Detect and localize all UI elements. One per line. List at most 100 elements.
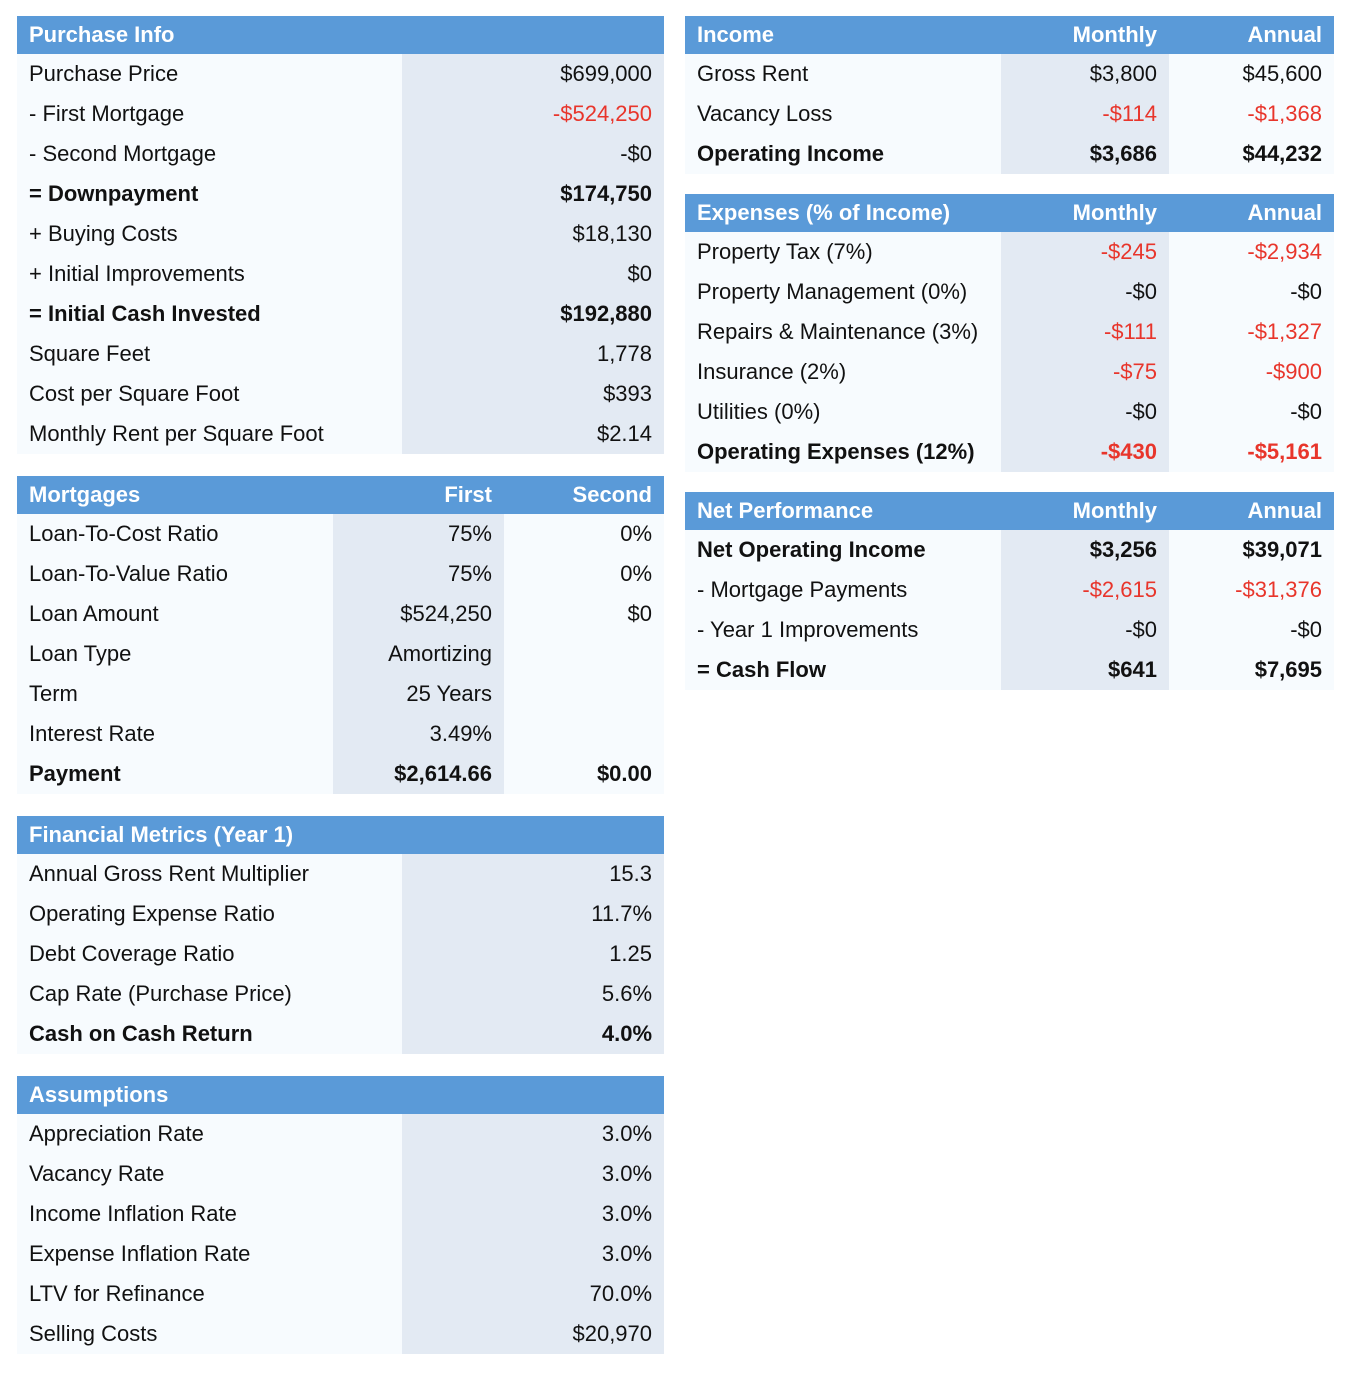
row-label: Vacancy Loss [697, 101, 833, 126]
table-row: Payment $2,614.66 $0.00 [17, 754, 664, 794]
table-row: Cost per Square Foot $393 [17, 374, 665, 414]
row-first: 75% [333, 514, 504, 554]
table-row: Selling Costs $20,970 [17, 1314, 665, 1354]
table-row: Square Feet 1,778 [17, 334, 665, 374]
expenses-col-monthly: Monthly [1001, 194, 1169, 232]
row-annual: $45,600 [1242, 61, 1322, 86]
purchase-info-table: Purchase Info Purchase Price $699,000- Fi… [17, 16, 665, 454]
row-annual: -$1,327 [1247, 319, 1322, 344]
table-row: Expense Inflation Rate 3.0% [17, 1234, 665, 1274]
assumptions-section: Assumptions Appreciation Rate 3.0% Vacancy… [17, 1076, 665, 1354]
row-label: LTV for Refinance [29, 1281, 205, 1306]
row-label: Square Feet [29, 341, 151, 366]
table-row: Purchase Price $699,000 [17, 54, 665, 94]
table-row: Operating Income $3,686 $44,232 [685, 134, 1334, 174]
row-annual: -$2,934 [1247, 239, 1322, 264]
row-second: 0% [620, 521, 652, 546]
table-row: - First Mortgage -$524,250 [17, 94, 665, 134]
row-monthly: -$111 [1001, 312, 1169, 352]
row-label: Payment [29, 761, 121, 786]
row-first: 75% [333, 554, 504, 594]
table-row: Loan-To-Cost Ratio 75% 0% [17, 514, 664, 554]
purchase-info-rows: Purchase Price $699,000 - First Mortgage -$… [17, 54, 665, 454]
row-label: Loan-To-Value Ratio [29, 561, 228, 586]
row-value: 70.0% [402, 1274, 665, 1314]
assumptions-table: Assumptions Appreciation Rate 3.0% Vacancy… [17, 1076, 665, 1354]
table-row: Term 25 Years [17, 674, 664, 714]
row-monthly: -$2,615 [1001, 570, 1169, 610]
mortgages-col-second: Second [504, 476, 664, 514]
table-row: Income Inflation Rate 3.0% [17, 1194, 665, 1234]
row-monthly: -$0 [1001, 610, 1169, 650]
financial-metrics-header: Financial Metrics (Year 1) [17, 816, 665, 854]
row-label: Operating Expenses (12%) [697, 439, 975, 464]
table-row: Operating Expenses (12%) -$430 -$5,161 [685, 432, 1334, 472]
row-label: Annual Gross Rent Multiplier [29, 861, 310, 886]
row-value: 1,778 [402, 334, 665, 374]
row-second: $0.00 [596, 761, 652, 786]
row-value: 3.0% [402, 1234, 665, 1274]
table-row: Appreciation Rate 3.0% [17, 1114, 665, 1154]
row-label: - Year 1 Improvements [697, 617, 919, 642]
row-second: 0% [620, 561, 652, 586]
row-value: $2.14 [402, 414, 665, 454]
row-value: $699,000 [402, 54, 665, 94]
table-row: Annual Gross Rent Multiplier 15.3 [17, 854, 665, 894]
row-annual: -$0 [1290, 399, 1322, 424]
table-row: - Second Mortgage -$0 [17, 134, 665, 174]
row-label: = Cash Flow [697, 657, 826, 682]
row-label: Appreciation Rate [29, 1121, 204, 1146]
net-performance-header: Net Performance Monthly Annual [685, 492, 1334, 530]
row-label: - First Mortgage [29, 101, 185, 126]
row-label: Vacancy Rate [29, 1161, 165, 1186]
purchase-info-header: Purchase Info [17, 16, 665, 54]
table-row: - Mortgage Payments -$2,615 -$31,376 [685, 570, 1334, 610]
table-row: Vacancy Rate 3.0% [17, 1154, 665, 1194]
row-value: $0 [402, 254, 665, 294]
row-label: Interest Rate [29, 721, 155, 746]
expenses-rows: Property Tax (7%) -$245 -$2,934 Property Ma… [685, 232, 1334, 472]
income-rows: Gross Rent $3,800 $45,600 Vacancy Loss -$114… [685, 54, 1334, 174]
row-value: $192,880 [402, 294, 665, 334]
row-label: - Second Mortgage [29, 141, 217, 166]
row-value: 11.7% [402, 894, 665, 934]
row-second [504, 674, 664, 714]
income-title: Income [685, 16, 1001, 54]
row-value: $18,130 [402, 214, 665, 254]
right-column: Income Monthly Annual Gross Rent $3,800 $4… [685, 16, 1334, 710]
expenses-section: Expenses (% of Income) Monthly Annual Pr… [685, 194, 1334, 472]
table-row: Loan Type Amortizing [17, 634, 664, 674]
row-annual: -$5,161 [1247, 439, 1322, 464]
row-annual: $7,695 [1254, 657, 1322, 682]
row-label: Property Tax (7%) [697, 239, 873, 264]
row-first: $524,250 [333, 594, 504, 634]
row-second [504, 714, 664, 754]
mortgages-section: Mortgages First Second Loan-To-Cost Rati… [17, 476, 664, 794]
table-row: LTV for Refinance 70.0% [17, 1274, 665, 1314]
row-label: Gross Rent [697, 61, 809, 86]
table-row: Property Management (0%) -$0 -$0 [685, 272, 1334, 312]
row-label: = Downpayment [29, 181, 199, 206]
left-column: Purchase Info Purchase Price $699,000- Fi… [17, 16, 665, 1376]
mortgages-header: Mortgages First Second [17, 476, 664, 514]
table-row: Gross Rent $3,800 $45,600 [685, 54, 1334, 94]
table-row: Loan Amount $524,250 $0 [17, 594, 664, 634]
row-annual: -$0 [1290, 617, 1322, 642]
table-row: Monthly Rent per Square Foot $2.14 [17, 414, 665, 454]
row-label: Debt Coverage Ratio [29, 941, 235, 966]
row-monthly: -$75 [1001, 352, 1169, 392]
row-label: Loan Amount [29, 601, 159, 626]
income-col-monthly: Monthly [1001, 16, 1169, 54]
row-label: Monthly Rent per Square Foot [29, 421, 324, 446]
table-row: Cash on Cash Return 4.0% [17, 1014, 665, 1054]
financial-metrics-section: Financial Metrics (Year 1) Annual Gross … [17, 816, 665, 1054]
income-table: Income Monthly Annual Gross Rent $3,800 $4… [685, 16, 1334, 174]
table-row: Debt Coverage Ratio 1.25 [17, 934, 665, 974]
row-value: -$0 [402, 134, 665, 174]
row-annual: $44,232 [1242, 141, 1322, 166]
assumptions-rows: Appreciation Rate 3.0% Vacancy Rate 3.0% Inc… [17, 1114, 665, 1354]
row-label: Utilities (0%) [697, 399, 821, 424]
net-performance-col-annual: Annual [1169, 492, 1334, 530]
row-label: + Buying Costs [29, 221, 178, 246]
table-row: + Initial Improvements $0 [17, 254, 665, 294]
